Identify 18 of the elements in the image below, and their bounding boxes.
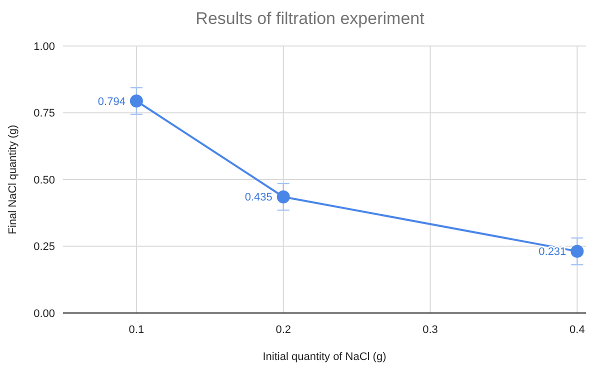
y-tick-label: 1.00 — [34, 40, 55, 53]
point — [276, 190, 290, 204]
point — [570, 244, 584, 258]
data-label: 0.231 — [538, 246, 566, 258]
x-tick-label: 0.1 — [128, 324, 144, 336]
y-tick-label: 0.00 — [34, 308, 55, 320]
x-tick-label: 0.4 — [570, 324, 585, 336]
y-tick-label: 0.50 — [34, 174, 55, 186]
y-axis-title: Final NaCl quantity (g) — [7, 124, 19, 234]
x-tick-label: 0.3 — [422, 324, 438, 336]
data-label: 0.794 — [98, 96, 126, 108]
y-tick-label: 0.25 — [34, 241, 55, 254]
chart-title: Results of filtration experiment — [196, 9, 425, 28]
x-tick-label: 0.2 — [276, 324, 292, 336]
y-tick-label: 0.75 — [34, 108, 55, 120]
point — [130, 94, 143, 108]
x-axis-title: Initial quantity of NaCl (g) — [262, 351, 386, 363]
data-label: 0.435 — [244, 192, 272, 204]
